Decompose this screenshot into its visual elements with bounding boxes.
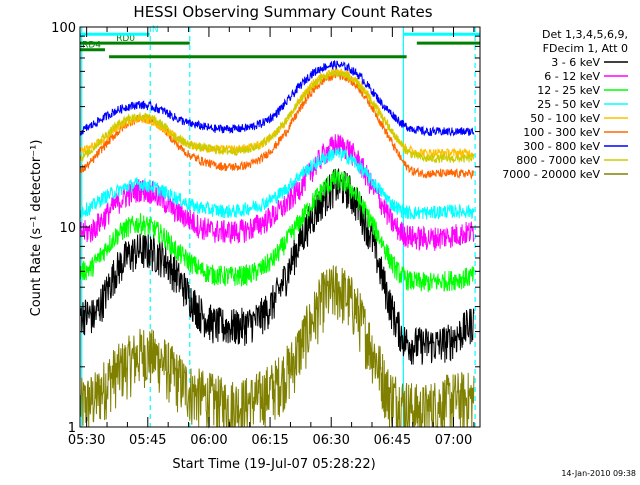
legend-label-4: 50 - 100 keV bbox=[530, 112, 600, 125]
y-tick-label-1: 10 bbox=[59, 221, 76, 236]
x-axis-label: Start Time (19-Jul-07 05:28:22) bbox=[172, 457, 375, 472]
legend-header-line-2: FDecim 1, Att 0 bbox=[543, 42, 628, 55]
x-tick-label-6: 07:00 bbox=[435, 433, 472, 448]
y-tick-label-2: 100 bbox=[51, 21, 76, 36]
legend-label-7: 800 - 7000 keV bbox=[516, 154, 600, 167]
series-line-2 bbox=[80, 169, 475, 293]
x-tick-label-0: 05:30 bbox=[68, 433, 105, 448]
series-layer bbox=[80, 60, 475, 429]
legend-header-line-1: Det 1,3,4,5,6,9, bbox=[542, 28, 628, 41]
annotation-label-1: RD4 bbox=[82, 41, 101, 51]
y-tick-label-0: 1 bbox=[68, 421, 76, 436]
x-tick-label-3: 06:15 bbox=[251, 433, 288, 448]
annotation-label-2: N bbox=[152, 25, 159, 35]
legend-label-1: 6 - 12 keV bbox=[544, 70, 600, 83]
x-tick-label-1: 05:45 bbox=[129, 433, 166, 448]
annotation-label-0: RD0 bbox=[116, 34, 135, 44]
x-tick-label-2: 06:00 bbox=[190, 433, 227, 448]
series-line-6 bbox=[80, 60, 475, 137]
y-axis-label: Count Rate (s⁻¹ detector⁻¹) bbox=[29, 140, 44, 317]
legend: Det 1,3,4,5,6,9, FDecim 1, Att 0 3 - 6 k… bbox=[502, 28, 628, 181]
legend-label-2: 12 - 25 keV bbox=[537, 84, 600, 97]
series-line-3 bbox=[80, 147, 475, 220]
legend-label-5: 100 - 300 keV bbox=[523, 126, 600, 139]
series-line-1 bbox=[80, 134, 475, 252]
axis-ticks: 05:30 05:45 06:00 06:15 06:30 06:45 07:00 1 10 10… bbox=[51, 21, 480, 448]
legend-label-3: 25 - 50 keV bbox=[537, 98, 600, 111]
series-line-7 bbox=[80, 70, 475, 164]
annotation-layer: RD0 RD4 N bbox=[80, 25, 480, 59]
x-tick-label-5: 06:45 bbox=[374, 433, 411, 448]
legend-label-6: 300 - 800 keV bbox=[523, 140, 600, 153]
chart-title: HESSI Observing Summary Count Rates bbox=[133, 3, 432, 21]
x-tick-label-4: 06:30 bbox=[312, 433, 349, 448]
legend-label-8: 7000 - 20000 keV bbox=[502, 168, 600, 181]
legend-label-0: 3 - 6 keV bbox=[551, 56, 600, 69]
series-line-0 bbox=[80, 168, 475, 365]
series-line-8 bbox=[80, 265, 475, 429]
footer-date: 14-Jan-2010 09:38 bbox=[561, 469, 636, 478]
